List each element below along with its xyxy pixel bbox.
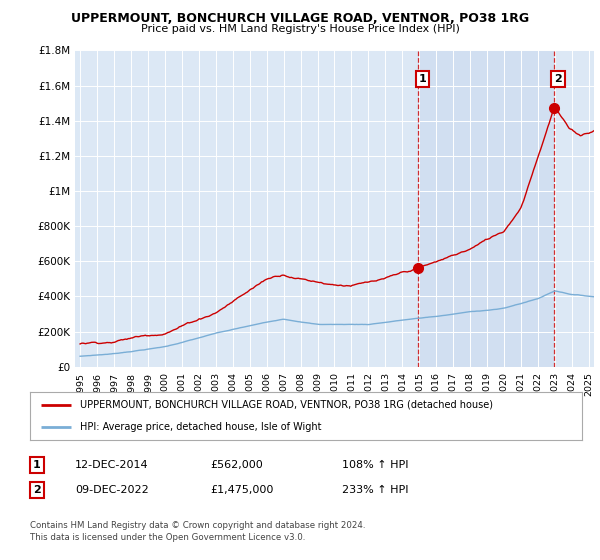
Text: 2: 2 bbox=[33, 485, 41, 495]
Text: Price paid vs. HM Land Registry's House Price Index (HPI): Price paid vs. HM Land Registry's House … bbox=[140, 24, 460, 34]
Bar bbox=[418, 50, 554, 367]
Text: Contains HM Land Registry data © Crown copyright and database right 2024.: Contains HM Land Registry data © Crown c… bbox=[30, 521, 365, 530]
Text: 12-DEC-2014: 12-DEC-2014 bbox=[75, 460, 149, 470]
Text: UPPERMOUNT, BONCHURCH VILLAGE ROAD, VENTNOR, PO38 1RG (detached house): UPPERMOUNT, BONCHURCH VILLAGE ROAD, VENT… bbox=[80, 400, 493, 410]
Text: 2: 2 bbox=[554, 74, 562, 84]
Text: 108% ↑ HPI: 108% ↑ HPI bbox=[342, 460, 409, 470]
Text: 1: 1 bbox=[418, 74, 426, 84]
Text: 233% ↑ HPI: 233% ↑ HPI bbox=[342, 485, 409, 495]
Text: 09-DEC-2022: 09-DEC-2022 bbox=[75, 485, 149, 495]
Text: 1: 1 bbox=[33, 460, 41, 470]
Text: £562,000: £562,000 bbox=[210, 460, 263, 470]
Text: UPPERMOUNT, BONCHURCH VILLAGE ROAD, VENTNOR, PO38 1RG: UPPERMOUNT, BONCHURCH VILLAGE ROAD, VENT… bbox=[71, 12, 529, 25]
Text: HPI: Average price, detached house, Isle of Wight: HPI: Average price, detached house, Isle… bbox=[80, 422, 321, 432]
Text: £1,475,000: £1,475,000 bbox=[210, 485, 274, 495]
Text: This data is licensed under the Open Government Licence v3.0.: This data is licensed under the Open Gov… bbox=[30, 533, 305, 542]
